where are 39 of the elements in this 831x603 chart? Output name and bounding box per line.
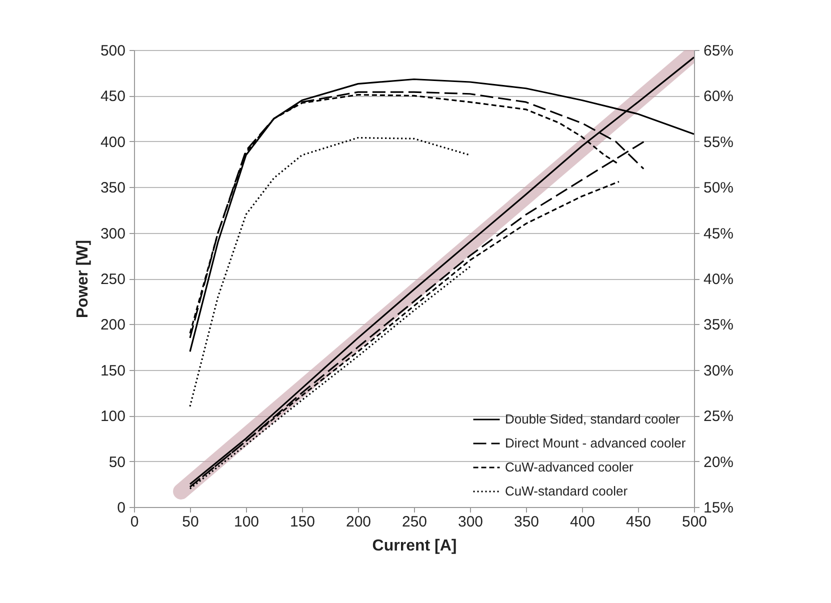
x-tick-label: 200 (346, 514, 372, 530)
x-tick-label: 500 (682, 514, 708, 530)
y2-tick-label: 15% (704, 500, 734, 516)
x-axis-title: Current [A] (372, 538, 457, 554)
y2-tick-label: 50% (704, 180, 734, 197)
y2-tick-label: 20% (704, 454, 734, 471)
legend-label: Direct Mount - advanced cooler (505, 436, 686, 450)
y2-tick-label: 55% (704, 134, 734, 151)
x-tick-label: 150 (290, 514, 316, 530)
y-tick-label: 500 (100, 42, 126, 60)
y-axis-title: Power [W] (74, 240, 92, 318)
legend-label: Double Sided, standard cooler (505, 412, 681, 426)
x-tick-label: 0 (130, 514, 139, 530)
y-tick-label: 300 (100, 225, 126, 242)
y-tick-label: 350 (100, 180, 126, 197)
y-tick-label: 0 (117, 500, 126, 516)
y-tick-label: 150 (100, 362, 126, 380)
y-tick-label: 50 (108, 454, 126, 471)
x-tick-label: 100 (234, 514, 260, 530)
y2-tick-label: 40% (704, 271, 734, 288)
y-tick-label: 200 (100, 316, 126, 334)
legend-label: CuW-standard cooler (505, 484, 628, 498)
x-tick-label: 250 (402, 514, 428, 530)
y-tick-label: 250 (100, 271, 126, 288)
legend-label: CuW-advanced cooler (505, 460, 634, 474)
y2-tick-label: 65% (704, 42, 734, 60)
x-tick-label: 450 (626, 514, 652, 530)
y2-tick-label: 25% (704, 408, 734, 426)
x-tick-label: 50 (182, 514, 199, 530)
y-tick-label: 450 (100, 88, 126, 106)
y2-tick-label: 60% (704, 88, 734, 106)
y-tick-label: 400 (100, 134, 126, 151)
y2-tick-label: 35% (704, 316, 734, 334)
y2-tick-label: 45% (704, 225, 734, 242)
x-tick-label: 400 (570, 514, 596, 530)
x-tick-label: 350 (514, 514, 540, 530)
y2-tick-label: 30% (704, 362, 734, 380)
y-tick-label: 100 (100, 408, 126, 426)
x-tick-label: 300 (458, 514, 484, 530)
